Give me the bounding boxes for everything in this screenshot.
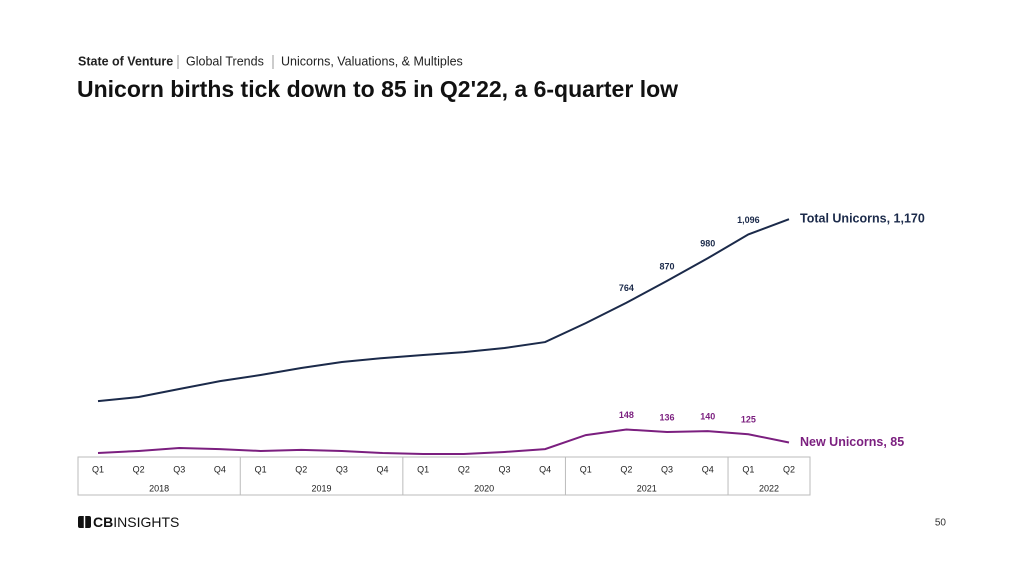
x-tick-label: Q4	[702, 464, 714, 474]
breadcrumb-item: Global Trends	[186, 54, 264, 68]
data-label: 140	[700, 412, 715, 422]
x-tick-label: Q3	[173, 464, 185, 474]
x-tick-label: Q2	[783, 464, 795, 474]
x-tick-label: Q2	[458, 464, 470, 474]
x-tick-label: Q3	[661, 464, 673, 474]
logo: CBINSIGHTS	[78, 514, 179, 530]
breadcrumb-item: State of Venture	[78, 54, 173, 68]
year-label: 2021	[637, 483, 657, 493]
page-number: 50	[935, 518, 947, 529]
breadcrumb-item: Unicorns, Valuations, & Multiples	[281, 54, 463, 68]
x-tick-label: Q4	[539, 464, 551, 474]
year-label: 2022	[759, 483, 779, 493]
data-label: 1,096	[737, 215, 760, 225]
axis-box	[77, 456, 811, 496]
series-line	[97, 428, 790, 456]
year-label: 2019	[312, 483, 332, 493]
year-label: 2020	[474, 483, 494, 493]
chart-title: Unicorn births tick down to 85 in Q2'22,…	[77, 76, 678, 102]
x-tick-label: Q3	[498, 464, 510, 474]
x-tick-label: Q2	[133, 464, 145, 474]
x-tick-label: Q1	[417, 464, 429, 474]
x-tick-label: Q3	[336, 464, 348, 474]
x-tick-label: Q1	[580, 464, 592, 474]
x-tick-label: Q4	[214, 464, 226, 474]
x-tick-label: Q4	[377, 464, 389, 474]
data-label: 764	[619, 283, 634, 293]
x-tick-label: Q1	[255, 464, 267, 474]
data-label: 125	[741, 415, 756, 425]
end-label: New Unicorns, 85	[800, 435, 904, 449]
x-tick-label: Q2	[295, 464, 307, 474]
series-line	[97, 218, 790, 403]
axis-table	[77, 456, 811, 496]
data-label: 148	[619, 410, 634, 420]
x-tick-label: Q1	[742, 464, 754, 474]
data-label: 980	[700, 239, 715, 249]
end-label: Total Unicorns, 1,170	[800, 211, 925, 225]
x-tick-label: Q2	[620, 464, 632, 474]
plot: Q1 Q2 Q3 Q4 Q1 Q2 Q3 Q4 Q1 Q2 Q3 Q4 Q1 Q2 Q3 Q4 Q1 Q2 2018…	[92, 211, 925, 495]
data-label: 870	[660, 261, 675, 271]
logo-text: CBINSIGHTS	[93, 514, 179, 530]
breadcrumb: State of Venture Global Trends Unicorns,…	[78, 54, 463, 69]
year-label: 2018	[149, 483, 169, 493]
data-label: 136	[660, 412, 675, 422]
x-tick-label: Q1	[92, 464, 104, 474]
